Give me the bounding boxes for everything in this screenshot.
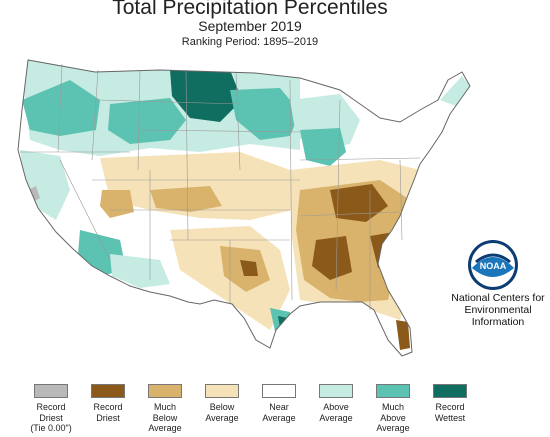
noaa-logo-text: NOAA bbox=[480, 261, 507, 271]
legend-swatch bbox=[91, 384, 125, 398]
region-colorado-much-below bbox=[100, 190, 134, 218]
legend-swatch bbox=[262, 384, 296, 398]
region-midwest-much-above bbox=[300, 128, 346, 166]
legend-swatch bbox=[34, 384, 68, 398]
region-florida-record-driest bbox=[396, 320, 410, 350]
region-ohio-valley-record-driest bbox=[330, 184, 388, 222]
legend-swatch bbox=[376, 384, 410, 398]
legend: Record Driest (Tie 0.00") Record Driest … bbox=[20, 384, 490, 434]
precipitation-fill bbox=[18, 60, 470, 356]
region-plains-below-average bbox=[100, 152, 292, 220]
legend-item-record-driest-tie: Record Driest (Tie 0.00") bbox=[20, 384, 82, 434]
ncei-line-3: Information bbox=[471, 316, 525, 328]
legend-swatch bbox=[319, 384, 353, 398]
ncei-line-2: Environmental bbox=[464, 304, 532, 316]
region-northwest-much-above bbox=[22, 80, 100, 136]
legend-item-near: Near Average bbox=[248, 384, 310, 423]
state-borders bbox=[20, 63, 421, 310]
region-california-above bbox=[20, 150, 70, 220]
legend-item-record-wettest: Record Wettest bbox=[419, 384, 481, 423]
legend-label: Below Average bbox=[205, 402, 239, 423]
legend-item-above: Above Average bbox=[305, 384, 367, 423]
legend-item-record-driest: Record Driest bbox=[77, 384, 139, 423]
ranking-period: Ranking Period: 1895–2019 bbox=[181, 36, 319, 48]
legend-label: Much Above Average bbox=[376, 402, 410, 433]
noaa-logo: NOAA bbox=[468, 240, 518, 290]
legend-swatch bbox=[433, 384, 467, 398]
region-dakotas-record-wettest bbox=[170, 70, 242, 122]
legend-item-much-below: Much Below Average bbox=[134, 384, 196, 434]
legend-label: Much Below Average bbox=[148, 402, 182, 433]
us-precipitation-map bbox=[17, 59, 471, 357]
ncei-label: National Centers for Environmental Infor… bbox=[446, 292, 550, 328]
legend-label: Near Average bbox=[262, 402, 296, 423]
legend-swatch bbox=[148, 384, 182, 398]
legend-label: Record Driest bbox=[93, 402, 123, 423]
legend-item-below: Below Average bbox=[191, 384, 253, 423]
region-new-england-above bbox=[440, 76, 470, 106]
region-kansas-much-below bbox=[150, 186, 222, 212]
legend-swatch bbox=[205, 384, 239, 398]
region-texas-record-driest bbox=[240, 260, 258, 276]
region-montana-much-above bbox=[108, 98, 186, 144]
map-title: Total Precipitation Percentiles bbox=[112, 0, 388, 19]
region-upper-midwest-much-above bbox=[230, 88, 300, 140]
legend-item-much-above: Much Above Average bbox=[362, 384, 424, 434]
region-southwest-above bbox=[110, 254, 170, 288]
ncei-line-1: National Centers for bbox=[451, 292, 545, 304]
map-subtitle: September 2019 bbox=[198, 18, 302, 34]
legend-label: Above Average bbox=[319, 402, 353, 423]
region-deep-south-record-driest bbox=[312, 236, 352, 280]
legend-label: Record Wettest bbox=[434, 402, 466, 423]
legend-label: Record Driest (Tie 0.00") bbox=[30, 402, 72, 433]
